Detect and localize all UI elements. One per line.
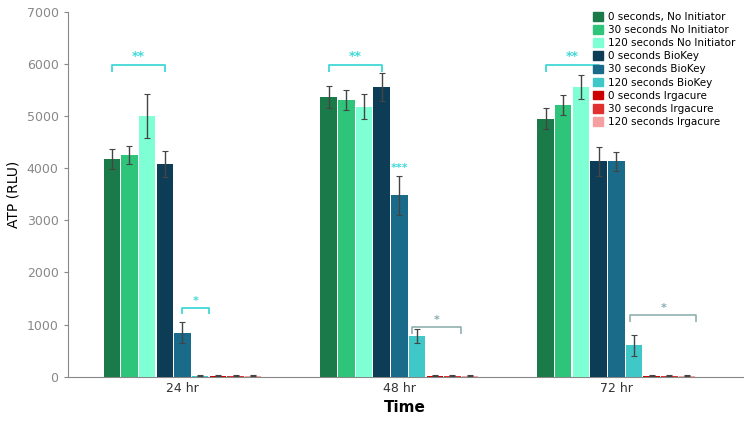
Text: **: ** — [349, 50, 361, 63]
Text: **: ** — [132, 50, 145, 63]
Bar — [644, 376, 660, 377]
X-axis label: Time: Time — [384, 400, 426, 415]
Text: ***: *** — [391, 163, 408, 173]
Y-axis label: ATP (RLU): ATP (RLU) — [7, 161, 21, 228]
Bar — [427, 376, 443, 377]
Bar — [227, 376, 244, 377]
Bar — [122, 155, 138, 377]
Bar — [192, 376, 208, 377]
Bar — [573, 87, 590, 377]
Text: *: * — [433, 315, 439, 325]
Bar — [626, 345, 642, 377]
Bar — [139, 116, 155, 377]
Bar — [374, 87, 390, 377]
Bar — [462, 376, 478, 377]
Legend: 0 seconds, No Initiator, 30 seconds No Initiator, 120 seconds No Initiator, 0 se: 0 seconds, No Initiator, 30 seconds No I… — [591, 10, 738, 129]
Text: *: * — [660, 303, 666, 314]
Bar — [356, 107, 372, 377]
Text: **: ** — [566, 50, 578, 63]
Bar — [590, 162, 607, 377]
Bar — [157, 164, 173, 377]
Bar — [392, 195, 407, 377]
Bar — [104, 159, 120, 377]
Bar — [338, 100, 355, 377]
Bar — [662, 376, 677, 377]
Bar — [444, 376, 460, 377]
Bar — [555, 105, 572, 377]
Bar — [174, 333, 190, 377]
Bar — [409, 336, 425, 377]
Bar — [209, 376, 226, 377]
Text: *: * — [193, 295, 199, 306]
Bar — [679, 376, 695, 377]
Bar — [537, 119, 554, 377]
Bar — [245, 376, 262, 377]
Bar — [320, 97, 337, 377]
Bar — [608, 162, 625, 377]
